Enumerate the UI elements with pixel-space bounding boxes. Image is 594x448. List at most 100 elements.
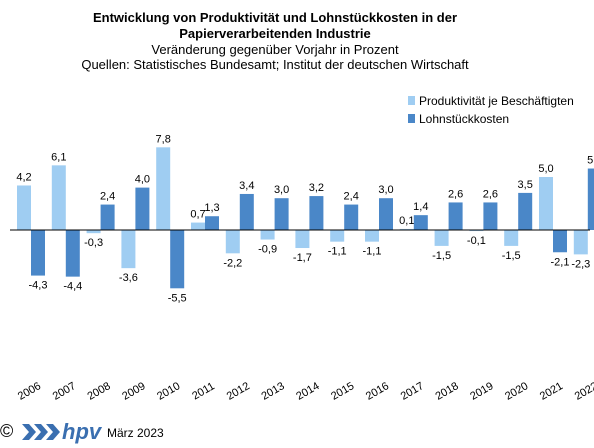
data-label: 3,2 [309,182,324,194]
legend-label-unit-labor-costs: Lohnstückkosten [419,112,509,126]
data-label: -0,9 [258,244,277,256]
data-label: -3,6 [119,272,138,284]
x-tick-label: 2016 [364,380,391,403]
bar-unit-labor-costs-2008 [100,204,115,230]
chart-subtitle: Veränderung gegenüber Vorjahr in Prozent [151,42,399,57]
data-label: -2,2 [223,257,242,269]
legend-label-productivity: Produktivität je Beschäftigten [419,94,574,108]
bar-unit-labor-costs-2006 [31,230,45,276]
data-label: 2,6 [483,188,498,200]
data-label: 0,1 [399,215,414,227]
bar-productivity-2021 [539,177,553,230]
legend-swatch-productivity [408,96,415,105]
bar-unit-labor-costs-2016 [379,198,393,230]
bar-unit-labor-costs-2009 [135,187,150,230]
bar-unit-labor-costs-2012 [239,193,254,230]
bar-unit-labor-costs-2018 [448,202,463,230]
bar-productivity-2008 [86,230,101,234]
data-label: 1,4 [413,201,428,213]
bar-unit-labor-costs-2021 [553,230,567,253]
chart-title-line1: Entwicklung von Produktivität und Lohnst… [92,10,458,25]
bar-unit-labor-costs-2013 [274,198,289,230]
bar-productivity-2011 [191,222,205,230]
publication-date: März 2023 [107,426,164,440]
bar-unit-labor-costs-2014 [309,196,324,230]
data-label: 1,3 [204,202,219,214]
data-label: 4,2 [16,171,31,183]
data-label: -1,1 [363,246,382,258]
data-label: 2,4 [344,191,359,203]
data-label: -4,3 [29,280,48,292]
x-tick-label: 2013 [259,380,286,403]
bar-productivity-2020 [504,230,519,246]
bar-productivity-2018 [434,230,449,246]
bar-productivity-2015 [330,230,345,242]
bar-productivity-2009 [121,230,136,269]
data-label: -0,1 [467,235,486,247]
data-label: 7,8 [156,133,171,145]
bar-productivity-2016 [365,230,379,242]
bar-unit-labor-costs-2020 [518,192,533,230]
data-label: 6,1 [51,151,66,163]
bar-productivity-2019 [469,230,484,232]
data-label: 3,0 [378,184,393,196]
chart-header: Entwicklung von Produktivität und Lohnst… [40,10,510,72]
data-label: -4,4 [63,281,82,293]
x-tick-label: 2019 [468,380,495,403]
bar-unit-labor-costs-2022 [587,168,594,230]
data-label: 5,8 [587,155,594,167]
data-label: -1,1 [328,246,347,258]
data-label: 5,0 [538,163,553,175]
data-label: 4,0 [135,174,150,186]
x-tick-label: 2008 [85,380,112,403]
data-label: 3,0 [274,184,289,196]
bar-unit-labor-costs-2010 [170,230,185,289]
hpv-logo-text: hpv [62,419,102,444]
data-label: 3,5 [518,179,533,191]
x-tick-label: 2015 [329,380,356,403]
chart-source: Quellen: Statistisches Bundesamt; Instit… [81,57,469,72]
data-label: 0,7 [190,209,205,221]
data-label: 2,4 [100,191,115,203]
bar-unit-labor-costs-2015 [344,204,359,230]
x-tick-label: 2006 [16,380,43,403]
bar-productivity-2006 [17,185,31,230]
x-tick-label: 2011 [190,380,216,402]
x-tick-label: 2014 [294,380,321,403]
data-label: -0,3 [84,237,103,249]
bar-unit-labor-costs-2019 [483,202,498,230]
x-tick-label: 2018 [433,380,460,403]
bar-productivity-2010 [156,147,171,230]
bar-productivity-2022 [573,230,588,255]
bar-unit-labor-costs-2017 [413,215,428,230]
bar-productivity-2007 [51,165,66,230]
data-label: 2,6 [448,188,463,200]
data-label: -1,5 [502,250,521,262]
x-tick-label: 2021 [538,380,565,403]
legend-swatch-unit-labor-costs [408,114,415,123]
chart-title-line2: Papierverarbeitenden Industrie [179,26,371,41]
bar-unit-labor-costs-2007 [65,230,80,277]
bar-productivity-2013 [260,230,275,240]
copyright-symbol: © [0,421,14,441]
data-label: -1,5 [432,250,451,262]
x-tick-label: 2009 [120,380,147,403]
bar-productivity-2012 [225,230,240,254]
x-tick-label: 2010 [155,380,182,403]
bar-unit-labor-costs-2011 [205,216,219,230]
x-tick-label: 2020 [503,380,530,403]
x-tick-label: 2022 [573,380,594,403]
footer: © hpv März 2023 [0,419,260,446]
x-tick-label: 2007 [51,380,78,403]
hpv-logo-icon [22,424,60,440]
data-label: -1,7 [293,252,312,264]
data-label: -5,5 [168,292,187,304]
bar-productivity-2014 [295,230,310,249]
data-label: -2,3 [571,258,590,270]
data-label: -2,1 [551,256,570,268]
x-tick-label: 2017 [399,380,426,403]
bar-productivity-2017 [399,228,414,230]
data-label: 3,4 [239,180,254,192]
